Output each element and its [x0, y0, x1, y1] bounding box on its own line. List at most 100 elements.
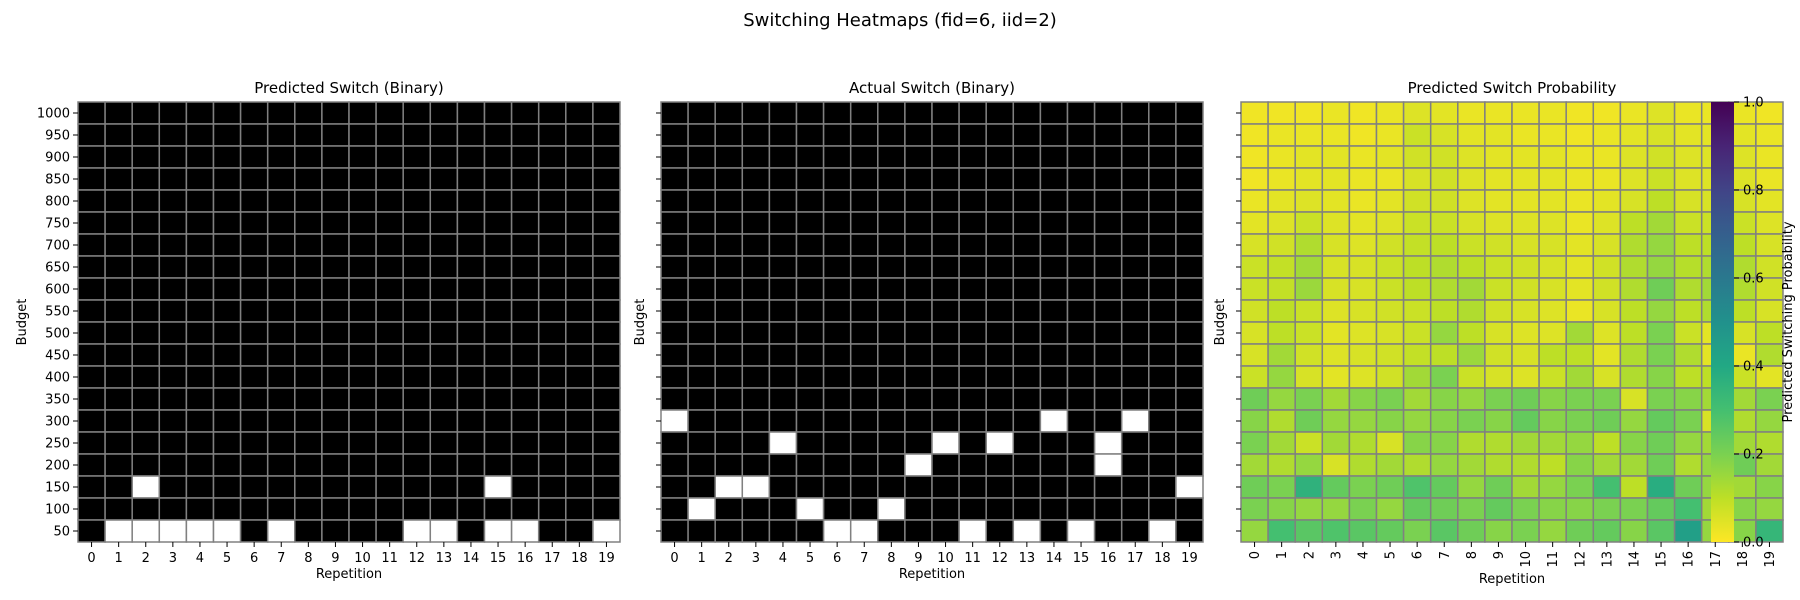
heatmap-cell: [1120, 233, 1150, 257]
heatmap-cell: [1429, 299, 1459, 323]
heatmap-cell: [1066, 167, 1096, 191]
heatmap-cell: [741, 277, 771, 301]
heatmap-cell: [212, 123, 242, 147]
heatmap-cell: [212, 299, 242, 323]
heatmap-cell: [1093, 387, 1123, 411]
heatmap-cell: [1012, 365, 1042, 389]
heatmap-cell: [266, 277, 296, 301]
heatmap-cell: [958, 453, 987, 477]
heatmap-cell: [741, 343, 771, 367]
x-tick-label: 12: [991, 551, 1008, 566]
heatmap-cell: [1484, 299, 1513, 323]
heatmap-cell: [931, 167, 960, 191]
heatmap-cell: [1267, 343, 1296, 367]
heatmap-cell: [239, 365, 269, 389]
heatmap-cell: [131, 123, 161, 147]
heatmap-cell: [1240, 343, 1269, 367]
heatmap-cell: [429, 167, 459, 191]
heatmap-cell: [510, 167, 540, 191]
heatmap-cell: [239, 343, 269, 367]
heatmap-cell: [77, 343, 106, 367]
heatmap-cell: [1321, 255, 1351, 279]
heatmap-cell: [321, 255, 350, 279]
x-tick-label: 3: [752, 551, 760, 566]
heatmap-cell: [822, 145, 852, 169]
heatmap-cell: [131, 299, 161, 323]
heatmap-cell: [985, 453, 1015, 477]
heatmap-cell: [1673, 365, 1703, 389]
heatmap-cell: [904, 475, 933, 499]
heatmap-cell: [849, 365, 879, 389]
heatmap-cell: [1619, 475, 1649, 499]
heatmap-cell: [877, 453, 906, 477]
heatmap-cell: [456, 519, 486, 543]
heatmap-cell: [849, 167, 879, 191]
heatmap-cell: [1267, 365, 1296, 389]
heatmap-cell: [510, 453, 540, 477]
heatmap-cell: [904, 233, 933, 257]
x-tick-label: 18: [1154, 551, 1171, 566]
heatmap-cell: [239, 431, 269, 455]
heatmap-cell: [795, 255, 825, 279]
heatmap-cell: [768, 475, 798, 499]
heatmap-cell: [1321, 145, 1351, 169]
y-tick-label: 100: [45, 503, 70, 518]
heatmap-cell: [1012, 453, 1042, 477]
heatmap-cell: [294, 189, 323, 213]
heatmap-cell: [1565, 233, 1595, 257]
heatmap-cell: [104, 277, 133, 301]
heatmap-cell: [1646, 167, 1676, 191]
y-tick-label: 300: [45, 415, 70, 430]
heatmap-cell: [1646, 387, 1676, 411]
heatmap-cell: [266, 145, 296, 169]
heatmap-cell: [402, 255, 432, 279]
heatmap-cell: [348, 277, 377, 301]
heatmap-cell: [985, 343, 1015, 367]
heatmap-cell: [660, 189, 689, 213]
heatmap-cell: [1240, 277, 1269, 301]
heatmap-cell: [212, 365, 242, 389]
heatmap-cell: [1511, 519, 1540, 543]
heatmap-cell: [321, 299, 350, 323]
heatmap-cell: [456, 211, 486, 235]
heatmap-cell: [795, 167, 825, 191]
heatmap-cell: [266, 431, 296, 455]
heatmap-cell: [1294, 123, 1324, 147]
heatmap-cell: [795, 145, 825, 169]
heatmap-cell: [1538, 475, 1567, 499]
heatmap-cell: [510, 255, 540, 279]
heatmap-cell: [1402, 475, 1432, 499]
heatmap-cell: [158, 497, 188, 521]
heatmap-cell: [1066, 233, 1096, 257]
heatmap-cell: [1066, 321, 1096, 345]
heatmap-cell: [348, 167, 377, 191]
x-tick-label: 2: [142, 551, 150, 566]
heatmap-cell: [158, 343, 188, 367]
heatmap-cell: [1148, 519, 1177, 543]
heatmap-cell: [1592, 497, 1622, 521]
heatmap-cell: [1538, 277, 1567, 301]
heatmap-cell: [456, 387, 486, 411]
heatmap-cell: [1511, 299, 1540, 323]
heatmap-cell: [1039, 145, 1069, 169]
heatmap-cell: [1066, 145, 1096, 169]
heatmap-cell: [212, 167, 242, 191]
heatmap-cell: [592, 101, 621, 125]
heatmap-cell: [877, 519, 906, 543]
heatmap-cell: [456, 431, 486, 455]
heatmap-cell: [1565, 321, 1595, 345]
colorbar-gradient: [1711, 102, 1734, 542]
heatmap-cell: [510, 101, 540, 125]
heatmap-cell: [212, 409, 242, 433]
heatmap-cell: [1538, 409, 1567, 433]
heatmap-cell: [687, 475, 716, 499]
heatmap-cell: [239, 497, 269, 521]
heatmap-cell: [158, 123, 188, 147]
heatmap-cell: [348, 299, 377, 323]
heatmap-cell: [1294, 519, 1324, 543]
heatmap-cell: [877, 409, 906, 433]
heatmap-cell: [1511, 365, 1540, 389]
x-tick-label: 11: [964, 551, 981, 566]
heatmap-cell: [714, 321, 744, 345]
x-tick-label: 5: [806, 551, 814, 566]
